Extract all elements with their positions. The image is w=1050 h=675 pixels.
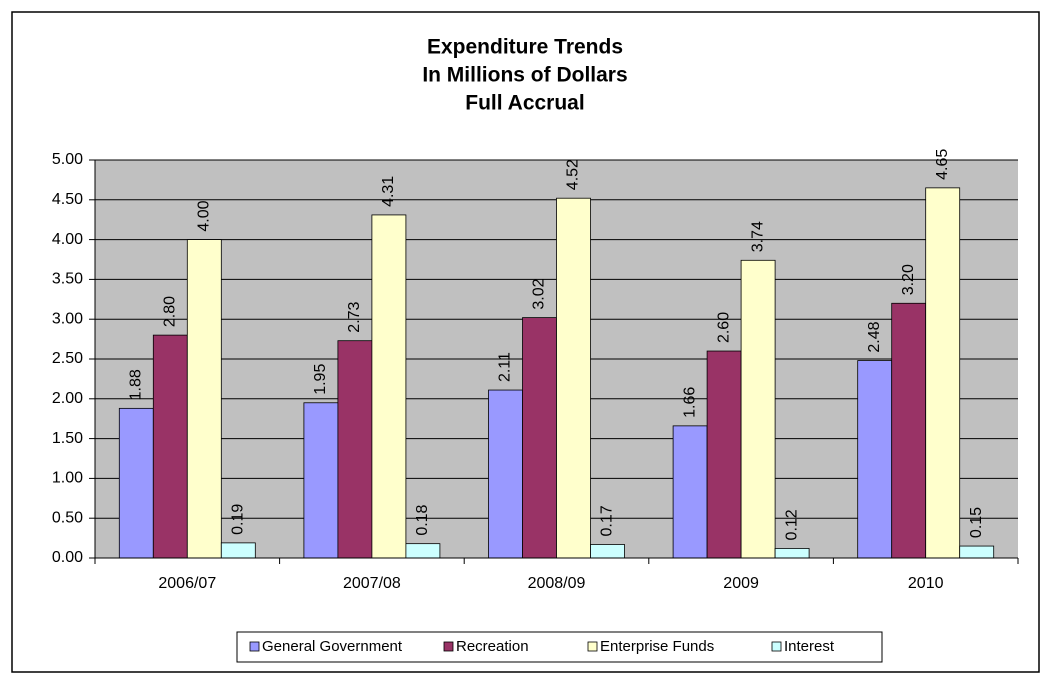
bar [488,389,523,559]
y-tick-label: 3.00 [52,310,83,327]
value-label: 1.95 [312,364,329,395]
bar [740,259,776,559]
y-tick-label: 5.00 [52,151,83,168]
bar [925,187,961,559]
x-tick-label: 2006/07 [158,575,216,592]
bar [118,407,154,559]
value-label: 0.18 [414,504,431,535]
bar [522,317,557,559]
value-label: 1.88 [128,369,145,400]
value-label: 2.11 [497,352,514,382]
legend-swatch [771,641,782,652]
value-label: 0.19 [230,504,247,535]
legend-label: Interest [784,638,835,655]
bar [857,360,893,559]
value-label: 2.60 [715,312,732,343]
bar [959,545,995,559]
x-tick-label: 2007/08 [343,575,401,592]
y-tick-label: 0.00 [52,549,83,566]
bar [706,350,742,559]
value-label: 3.20 [900,264,917,295]
bar [303,402,339,559]
value-label: 4.52 [565,159,582,190]
bar [152,334,188,559]
y-tick-label: 2.00 [52,390,83,407]
x-tick-label: 2009 [723,575,759,592]
legend-swatch [249,641,260,652]
value-label: 2.48 [866,321,883,352]
bar [672,425,708,559]
y-tick-label: 0.50 [52,509,83,526]
bar [220,542,256,559]
bar [337,340,373,559]
bar [774,548,810,559]
y-tick-label: 1.50 [52,430,83,447]
value-label: 1.66 [681,387,698,418]
value-label: 2.80 [162,296,179,327]
bar [891,302,927,559]
y-tick-label: 1.00 [52,470,83,487]
legend-label: General Government [262,638,403,655]
chart-title: In Millions of Dollars [422,64,627,87]
chart-title: Full Accrual [465,92,584,115]
bar [186,239,222,559]
legend-label: Recreation [456,638,529,655]
x-tick-label: 2008/09 [528,575,586,592]
value-label: 4.31 [380,176,397,207]
y-tick-label: 4.00 [52,231,83,248]
value-label: 4.65 [934,149,951,180]
bar [405,543,441,559]
value-label: 4.00 [196,200,213,231]
value-label: 0.17 [599,505,616,536]
value-label: 0.15 [968,507,985,538]
legend-label: Enterprise Funds [600,638,714,655]
value-label: 3.02 [531,278,548,309]
value-label: 2.73 [346,301,363,332]
value-label: 3.74 [749,221,766,252]
bar [590,544,625,559]
bar [371,214,407,559]
x-tick-label: 2010 [908,575,944,592]
legend-swatch [443,641,454,652]
y-tick-label: 3.50 [52,271,83,288]
value-label: 0.12 [783,509,800,540]
bar [556,197,591,559]
y-tick-label: 2.50 [52,350,83,367]
chart-title: Expenditure Trends [427,36,623,59]
y-tick-label: 4.50 [52,191,83,208]
legend-swatch [587,641,598,652]
